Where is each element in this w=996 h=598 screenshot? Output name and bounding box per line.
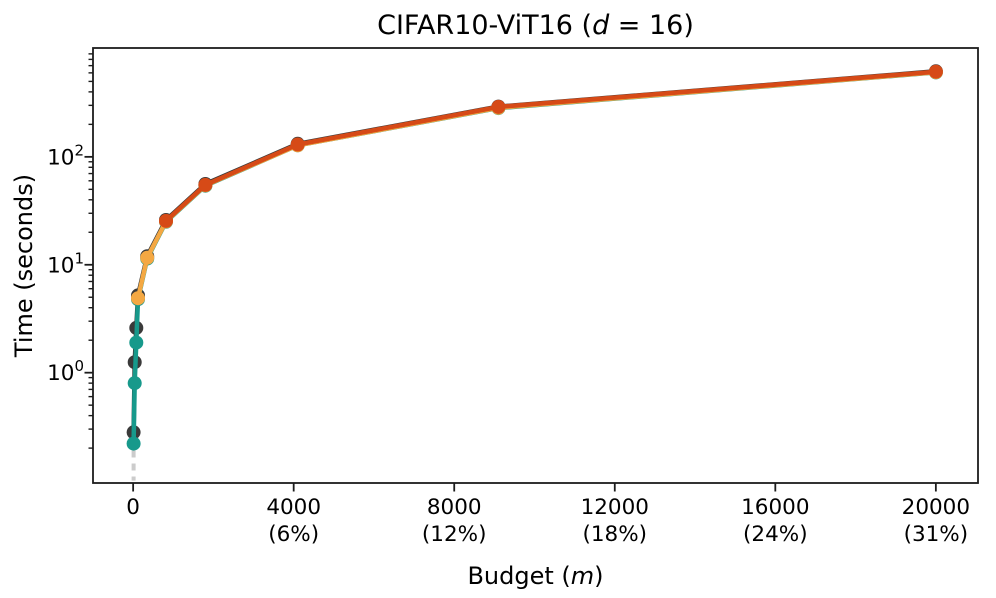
- y-axis-label: Time (seconds): [10, 174, 38, 358]
- x-tick-label: 8000: [427, 495, 482, 520]
- series-red-line: [163, 69, 939, 224]
- x-tick-label: 4000: [266, 495, 321, 520]
- y-tick-label: 100: [47, 357, 84, 386]
- y-tick-label: 102: [47, 141, 84, 170]
- x-tick-sublabel: (24%): [743, 522, 808, 547]
- series-red-marker: [290, 137, 305, 152]
- x-axis-major-ticks: 0 4000(6%) 8000(12%) 12000(18%) 16000(24%) 20…: [126, 483, 970, 547]
- plot-frame: [92, 47, 979, 484]
- series-teal: [126, 65, 943, 451]
- x-tick-sublabel: (12%): [422, 522, 487, 547]
- series-red-marker: [491, 99, 506, 114]
- series-red-marker: [159, 213, 173, 228]
- x-tick-sublabel: (31%): [904, 522, 969, 547]
- series-yellow-line: [135, 69, 939, 301]
- x-tick-label: 16000: [741, 495, 809, 520]
- series-teal-marker: [127, 376, 142, 391]
- x-tick-sublabel: (18%): [582, 522, 647, 547]
- y-axis-major-ticks: 100 101 102: [47, 141, 93, 386]
- x-tick-label: 20000: [902, 495, 970, 520]
- series-dark-line: [131, 69, 939, 435]
- series-red-marker: [198, 177, 213, 192]
- series-teal-marker: [126, 436, 141, 451]
- x-tick-label: 12000: [581, 495, 649, 520]
- plot-series: [126, 64, 943, 481]
- y-tick-label: 101: [47, 249, 84, 278]
- y-axis-minor-ticks: [88, 53, 93, 449]
- series-red-marker: [928, 64, 943, 79]
- series-yellow: [131, 65, 943, 306]
- chart-title: CIFAR10-ViT16 (d = 16): [377, 10, 694, 41]
- series-yellow-marker: [140, 250, 155, 265]
- series-dark: [126, 64, 943, 440]
- x-axis-label: Budget (m): [467, 562, 603, 590]
- x-tick-label: 0: [126, 495, 140, 520]
- series-teal-marker: [129, 335, 144, 350]
- series-yellow-marker: [131, 291, 145, 306]
- series-teal-line: [131, 70, 939, 446]
- series-red: [159, 64, 943, 228]
- x-tick-sublabel: (6%): [268, 522, 319, 547]
